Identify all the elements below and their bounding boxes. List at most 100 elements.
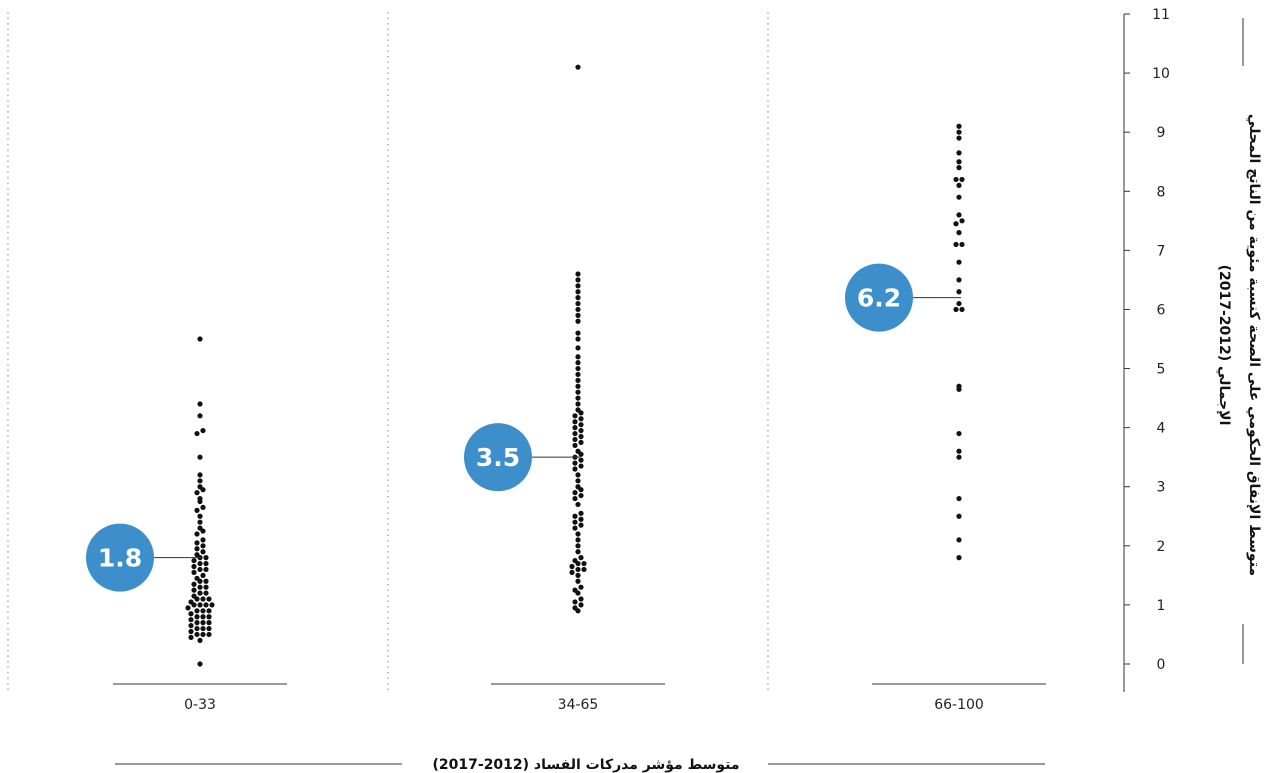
median-circle-0-33 [86, 523, 154, 592]
point-34-65 [575, 295, 581, 301]
point-0-33 [197, 498, 203, 505]
point-34-65 [575, 531, 581, 537]
category-label-0-33: 0-33 [184, 697, 216, 713]
point-66-100 [956, 448, 962, 454]
point-0-33 [191, 587, 197, 593]
y-axis: 0 1 2 3 4 5 6 7 8 9 10 11 [1123, 7, 1170, 692]
point-0-33 [203, 560, 209, 567]
point-0-33 [197, 454, 203, 460]
point-0-33 [194, 631, 200, 638]
point-0-33 [191, 569, 197, 576]
point-34-65 [581, 566, 587, 573]
point-0-33 [194, 540, 200, 546]
point-34-65 [572, 513, 578, 519]
point-34-65 [575, 501, 581, 508]
point-34-65 [578, 596, 584, 602]
point-66-100 [956, 182, 962, 188]
point-0-33 [206, 625, 212, 632]
point-34-65 [575, 401, 581, 407]
point-0-33 [200, 528, 206, 534]
point-0-33 [197, 472, 203, 478]
point-34-65 [578, 522, 584, 528]
point-34-65 [578, 427, 584, 434]
category-label-66-100: 66-100 [934, 697, 984, 713]
point-34-65 [569, 569, 575, 576]
point-0-33 [197, 584, 203, 590]
point-0-33 [200, 596, 206, 602]
point-34-65 [575, 572, 581, 578]
point-0-33 [194, 614, 200, 620]
point-34-65 [578, 416, 584, 422]
point-34-65 [575, 608, 581, 614]
point-34-65 [572, 519, 578, 525]
point-34-65 [569, 563, 575, 570]
point-66-100 [956, 386, 962, 392]
point-0-33 [197, 578, 203, 584]
x-axis-title-text: متوسط مؤشر مدركات الفساد (2012-2017) [433, 757, 740, 773]
point-66-100 [959, 176, 965, 183]
point-34-65 [572, 430, 578, 437]
point-66-100 [956, 300, 962, 307]
point-34-65 [575, 371, 581, 378]
point-34-65 [572, 419, 578, 425]
point-0-33 [191, 557, 197, 564]
point-0-33 [197, 401, 203, 407]
point-34-65 [575, 549, 581, 555]
point-66-100 [959, 306, 965, 313]
point-34-65 [575, 345, 581, 351]
point-34-65 [575, 395, 581, 401]
point-0-33 [188, 628, 194, 635]
point-34-65 [572, 495, 578, 502]
median-label-34-65: 3.5 [476, 443, 520, 472]
median-circle-34-65 [464, 423, 532, 492]
point-34-65 [575, 389, 581, 395]
point-34-65 [575, 377, 581, 383]
point-34-65 [575, 578, 581, 584]
point-34-65 [578, 602, 584, 608]
y-tick-label-10: 10 [1152, 66, 1170, 82]
point-0-33 [200, 487, 206, 493]
point-0-33 [200, 608, 206, 614]
point-66-100 [956, 129, 962, 135]
point-0-33 [197, 661, 203, 667]
point-0-33 [203, 602, 209, 608]
point-0-33 [200, 620, 206, 626]
point-0-33 [188, 634, 194, 641]
y-tick-label-4: 4 [1157, 421, 1166, 437]
point-34-65 [575, 312, 581, 318]
point-0-33 [203, 566, 209, 573]
point-0-33 [200, 631, 206, 638]
point-0-33 [197, 413, 203, 419]
category-labels: 0-33 34-65 66-100 [184, 697, 984, 713]
point-0-33 [206, 614, 212, 620]
point-34-65 [575, 271, 581, 277]
point-66-100 [956, 123, 962, 129]
category-label-34-65: 34-65 [558, 697, 599, 713]
point-0-33 [197, 513, 203, 519]
point-0-33 [200, 427, 206, 434]
y-axis-title-line2: الإجمالي (2012-2017) [1216, 265, 1232, 426]
y-tick-label-0: 0 [1157, 657, 1166, 673]
point-66-100 [956, 150, 962, 156]
point-66-100 [953, 306, 959, 313]
point-0-33 [194, 507, 200, 513]
point-34-65 [572, 425, 578, 431]
y-tick-label-7: 7 [1157, 243, 1166, 259]
y-tick-label-2: 2 [1157, 539, 1166, 555]
point-0-33 [203, 578, 209, 584]
point-0-33 [188, 611, 194, 617]
point-0-33 [203, 555, 209, 561]
point-34-65 [572, 436, 578, 443]
point-0-33 [194, 596, 200, 602]
point-34-65 [578, 422, 584, 428]
point-66-100 [956, 212, 962, 218]
point-34-65 [575, 289, 581, 295]
point-34-65 [572, 413, 578, 419]
point-34-65 [575, 318, 581, 324]
y-tick-label-8: 8 [1157, 184, 1166, 200]
point-34-65 [572, 490, 578, 496]
point-0-33 [200, 549, 206, 555]
point-34-65 [578, 510, 584, 516]
point-0-33 [194, 625, 200, 632]
